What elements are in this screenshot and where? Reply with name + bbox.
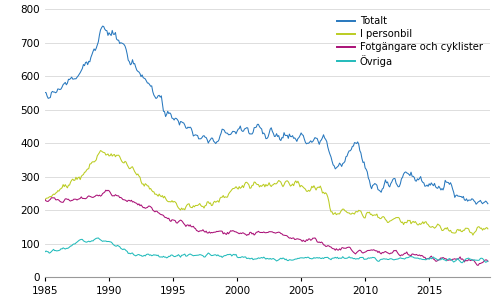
Legend: Totalt, I personbil, Fotgängare och cyklister, Övriga: Totalt, I personbil, Fotgängare och cykl… bbox=[335, 14, 485, 69]
